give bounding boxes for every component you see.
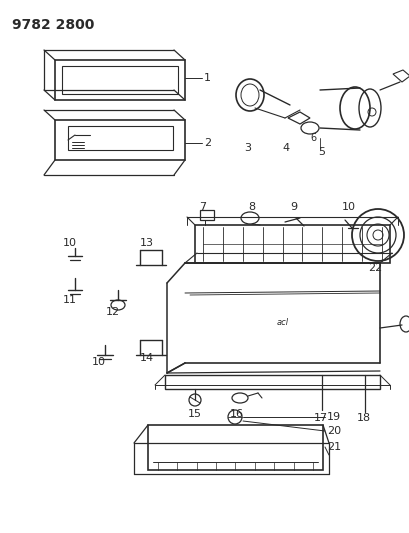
Bar <box>195 225 389 263</box>
Text: 16: 16 <box>229 409 243 419</box>
Text: 10: 10 <box>63 238 77 248</box>
Text: 7: 7 <box>198 202 206 212</box>
Text: 12: 12 <box>106 307 120 317</box>
Bar <box>62 66 178 94</box>
Bar <box>148 425 322 470</box>
Text: 5: 5 <box>317 147 324 157</box>
Text: 22: 22 <box>367 263 381 273</box>
Text: 9: 9 <box>289 202 297 212</box>
Text: 21: 21 <box>326 442 340 452</box>
Text: 4: 4 <box>281 143 288 153</box>
Text: 10: 10 <box>341 202 355 212</box>
Text: 2: 2 <box>204 138 211 148</box>
Text: 9782 2800: 9782 2800 <box>12 18 94 32</box>
Text: 13: 13 <box>139 238 154 248</box>
Text: 18: 18 <box>356 413 370 423</box>
Text: 11: 11 <box>63 295 77 305</box>
Text: 3: 3 <box>243 143 250 153</box>
Text: 8: 8 <box>247 202 254 212</box>
Text: 6: 6 <box>309 133 315 143</box>
Text: 19: 19 <box>326 412 340 422</box>
Text: 20: 20 <box>326 426 340 436</box>
Text: 14: 14 <box>139 353 154 363</box>
Bar <box>164 375 379 389</box>
Text: 1: 1 <box>204 73 211 83</box>
Bar <box>55 60 184 100</box>
Text: 10: 10 <box>92 357 106 367</box>
Bar <box>68 126 173 150</box>
Text: 17: 17 <box>313 413 327 423</box>
Bar <box>200 210 213 220</box>
Text: 15: 15 <box>188 409 202 419</box>
Text: acl: acl <box>276 319 288 327</box>
